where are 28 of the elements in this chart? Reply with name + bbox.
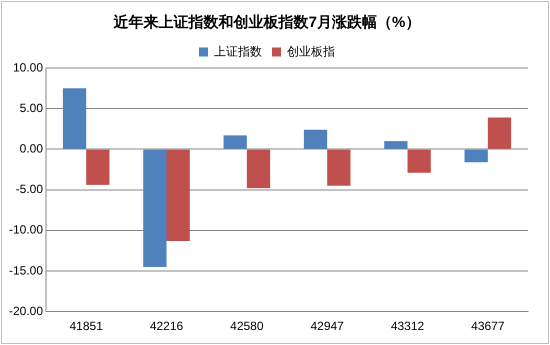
x-tick-label: 43677: [471, 319, 505, 334]
bar: [143, 150, 167, 267]
bar: [166, 150, 190, 241]
y-tick-label: -10.00: [8, 222, 44, 237]
legend-label: 上证指数: [214, 44, 262, 58]
legend-label: 创业板指: [287, 44, 335, 58]
bar: [464, 150, 488, 162]
x-tick-label: 43312: [390, 319, 425, 334]
y-tick-label: 10.00: [12, 60, 44, 74]
x-tick-label: 42947: [310, 319, 344, 334]
bar: [304, 130, 328, 149]
x-tick-label: 41851: [70, 319, 104, 334]
y-tick-label: 5.00: [20, 100, 44, 115]
bar: [62, 88, 86, 149]
y-tick-label: 0.00: [20, 142, 44, 156]
bar: [86, 150, 110, 185]
bar: [488, 118, 512, 149]
y-tick-label: -15.00: [8, 263, 44, 278]
bar: [327, 150, 350, 186]
bar: [408, 150, 431, 173]
x-tick-label: 42216: [150, 319, 184, 334]
bar: [246, 150, 270, 188]
bar: [224, 135, 247, 149]
x-tick-label: 42580: [230, 319, 264, 334]
y-tick-label: -5.00: [16, 182, 44, 196]
bar: [384, 141, 408, 149]
y-tick-label: -20.00: [8, 304, 44, 318]
chart-title: 近年来上证指数和创业板指数7月涨跌幅（%）: [112, 14, 420, 32]
